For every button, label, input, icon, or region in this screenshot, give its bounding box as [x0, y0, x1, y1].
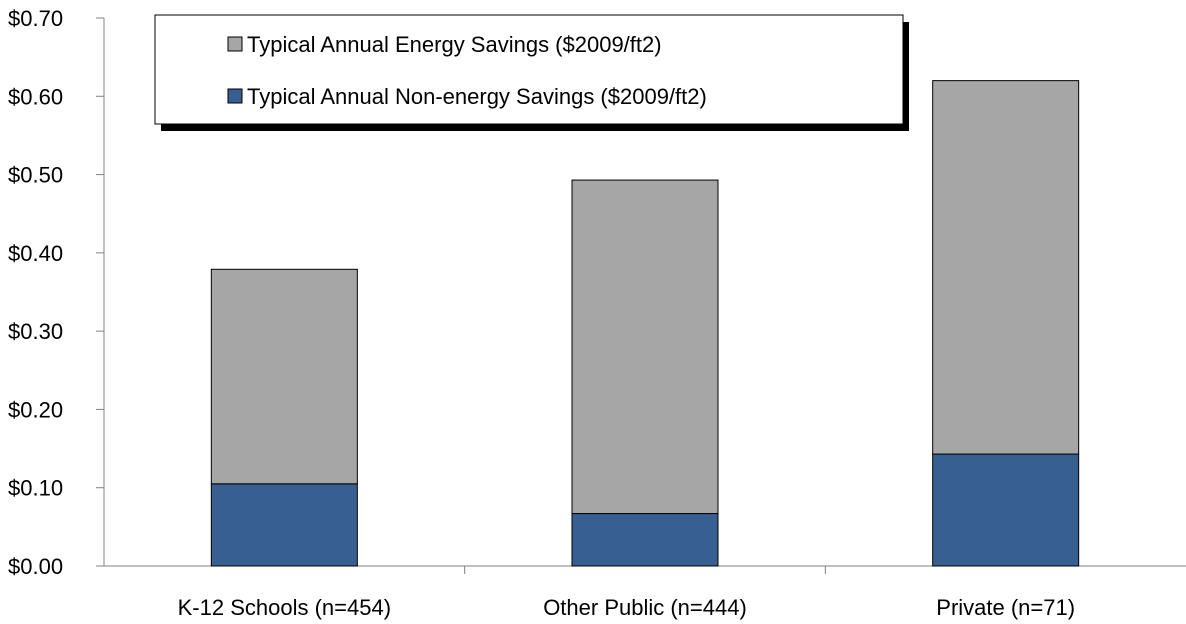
y-tick-label: $0.00: [8, 554, 63, 579]
legend: Typical Annual Energy Savings ($2009/ft2…: [154, 14, 909, 131]
y-axis: $0.00 $0.10 $0.20 $0.30 $0.40 $0.50 $0.60 $0.70: [8, 6, 105, 579]
y-tick-label: $0.30: [8, 319, 63, 344]
bar-segment-energy: [932, 80, 1080, 455]
legend-label-nonenergy: Typical Annual Non-energy Savings ($2009…: [247, 84, 707, 109]
y-tick-label: $0.20: [8, 397, 63, 422]
bar-segment-energy: [210, 268, 358, 485]
bar-segment-non-energy: [571, 513, 719, 567]
bar-segment-non-energy: [210, 483, 358, 567]
x-category-label: Private (n=71): [936, 595, 1075, 620]
bar-segment-energy: [571, 179, 719, 515]
y-tick-label: $0.70: [8, 6, 63, 31]
x-axis: K-12 Schools (n=454) Other Public (n=444)…: [104, 565, 1186, 620]
y-tick-label: $0.10: [8, 476, 63, 501]
y-tick-label: $0.50: [8, 163, 63, 188]
legend-swatch-energy: [227, 36, 243, 52]
legend-box: [154, 14, 904, 125]
bars: [210, 80, 1080, 567]
legend-label-energy: Typical Annual Energy Savings ($2009/ft2…: [247, 32, 662, 57]
bar-segment-non-energy: [932, 453, 1080, 567]
legend-swatch-nonenergy: [227, 88, 243, 104]
y-tick-label: $0.40: [8, 241, 63, 266]
y-tick-label: $0.60: [8, 84, 63, 109]
x-category-label: K-12 Schools (n=454): [178, 595, 391, 620]
x-category-label: Other Public (n=444): [543, 595, 747, 620]
